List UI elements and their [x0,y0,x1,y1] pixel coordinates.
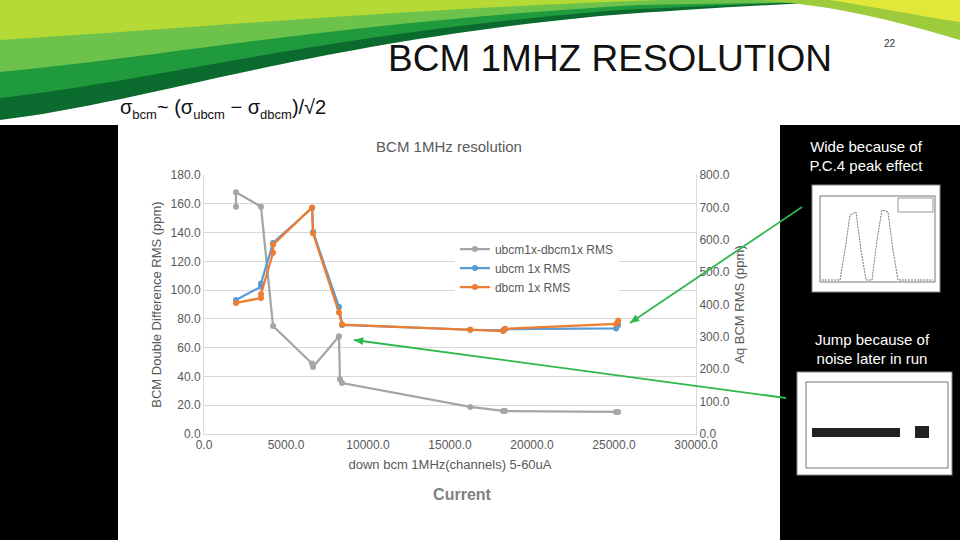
html-text:P.C.4 peak effect: P.C.4 peak effect [809,157,923,174]
html-text:Jump because of: Jump because of [814,331,930,348]
svg-text:down bcm 1MHz(channels) 5-60uA: down bcm 1MHz(channels) 5-60uA [348,457,551,472]
svg-text:10000.0: 10000.0 [346,438,390,452]
svg-text:500.0: 500.0 [699,265,729,279]
html-text:BCM 1MHZ RESOLUTION: BCM 1MHZ RESOLUTION [388,38,832,79]
html-text:22: 22 [884,38,896,49]
svg-text:40.0: 40.0 [177,370,201,384]
svg-text:5000.0: 5000.0 [268,438,305,452]
svg-text:dbcm 1x RMS: dbcm 1x RMS [495,281,570,295]
svg-text:20000.0: 20000.0 [510,438,554,452]
svg-text:120.0: 120.0 [171,255,201,269]
svg-text:180.0: 180.0 [171,168,201,182]
svg-text:ubcm 1x RMS: ubcm 1x RMS [495,262,570,276]
svg-text:25000.0: 25000.0 [592,438,636,452]
svg-text:ubcm1x-dbcm1x RMS: ubcm1x-dbcm1x RMS [495,243,613,257]
svg-text:Aq BCM RMS (ppm): Aq BCM RMS (ppm) [732,245,747,363]
svg-text:0.0: 0.0 [184,427,201,441]
svg-text:80.0: 80.0 [177,312,201,326]
svg-text:BCM 1MHz resolution: BCM 1MHz resolution [376,138,522,155]
html-text:noise later in run: noise later in run [816,350,928,367]
svg-text:400.0: 400.0 [699,298,729,312]
svg-text:140.0: 140.0 [171,226,201,240]
svg-text:100.0: 100.0 [171,283,201,297]
html-text:Wide because of: Wide because of [810,138,922,155]
svg-text:30000.0: 30000.0 [674,438,718,452]
svg-text:600.0: 600.0 [699,233,729,247]
svg-text:20.0: 20.0 [177,398,201,412]
svg-text:0.0: 0.0 [196,438,213,452]
svg-text:BCM Double Difference RMS (ppm: BCM Double Difference RMS (ppm) [149,201,164,407]
svg-text:200.0: 200.0 [699,362,729,376]
svg-text:160.0: 160.0 [171,197,201,211]
html-text:σbcm~ (σubcm− σdbcm)/√2: σbcm~ (σubcm− σdbcm)/√2 [120,96,327,122]
svg-text:0.0: 0.0 [699,427,716,441]
svg-text:700.0: 700.0 [699,201,729,215]
svg-text:15000.0: 15000.0 [428,438,472,452]
svg-text:60.0: 60.0 [177,341,201,355]
svg-text:300.0: 300.0 [699,330,729,344]
svg-text:800.0: 800.0 [699,168,729,182]
svg-text:100.0: 100.0 [699,395,729,409]
html-text:Current: Current [433,486,491,503]
